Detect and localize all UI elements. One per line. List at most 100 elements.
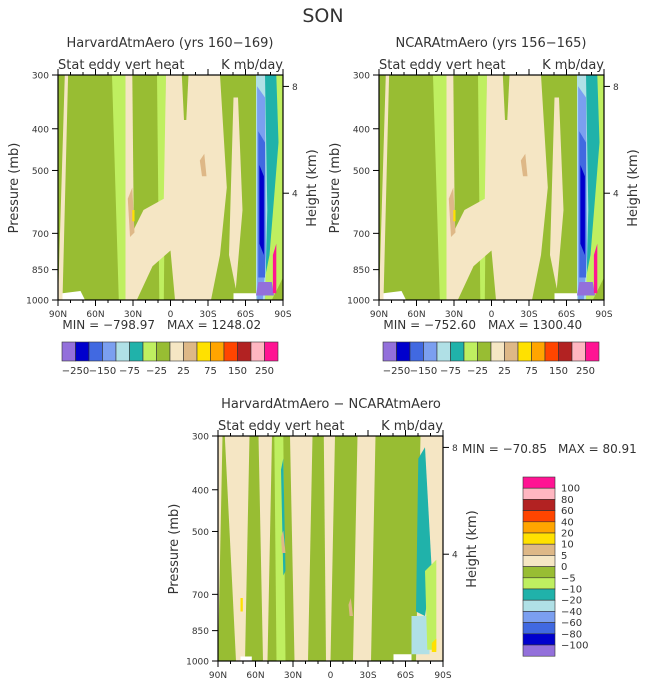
contour-region: [58, 75, 69, 300]
colorbar-swatch: [522, 521, 556, 534]
contour-fills: [218, 436, 443, 661]
x-tick-label: 90S: [595, 310, 612, 320]
panel-left-subtitle: Stat eddy vert heat: [218, 419, 344, 434]
min-label: MIN = −70.85: [462, 442, 547, 456]
panel-title: NCARAtmAero (yrs 156−165): [395, 36, 586, 51]
contour-region: [502, 75, 510, 120]
x-tick-label: 90N: [209, 671, 227, 681]
contour-region: [132, 210, 135, 222]
colorbar-label: 0: [561, 562, 567, 573]
contour-region: [411, 616, 430, 655]
colorbar-label: 150: [549, 366, 568, 377]
contour-region: [453, 210, 456, 222]
colorbar-swatch: [115, 341, 130, 362]
contour-region: [199, 153, 207, 177]
contour-region: [580, 165, 585, 255]
colorbar-swatch: [522, 476, 556, 489]
colorbar-swatch: [544, 341, 559, 362]
x-tick-label: 60N: [86, 310, 104, 320]
colorbar-swatch: [571, 341, 586, 362]
height-tick-label: 8: [292, 83, 298, 93]
y-axis-label: Pressure (mb): [167, 504, 182, 595]
contour-region: [218, 436, 236, 661]
contour-region: [245, 436, 263, 661]
colorbar-swatch: [517, 341, 532, 362]
max-label: MAX = 1248.02: [167, 318, 261, 332]
y-axis-label: Pressure (mb): [328, 143, 343, 234]
colorbar-swatch: [504, 341, 519, 362]
height-tick-label: 4: [613, 190, 619, 200]
colorbar-label: 150: [228, 366, 247, 377]
panel-title: HarvardAtmAero − NCARAtmAero: [221, 397, 441, 412]
colorbar-label: 10: [561, 540, 574, 551]
panel-right-subtitle: K mb/day: [542, 58, 604, 73]
colorbar-label: −20: [561, 596, 582, 607]
y-tick-label: 500: [192, 528, 209, 538]
y-tick-label: 1000: [186, 658, 209, 668]
panel-right-subtitle: K mb/day: [221, 58, 283, 73]
colorbar-label: 250: [576, 366, 595, 377]
contour-region: [425, 559, 437, 650]
colorbar-label: −75: [440, 366, 461, 377]
colorbar-label: −10: [561, 585, 582, 596]
colorbar-swatch: [522, 543, 556, 556]
contour-plot: 90N 60N 30N 0 30S 60S 90S 300 400 500 700 850 1000 8 4: [186, 430, 458, 681]
colorbar-swatch: [409, 341, 424, 362]
y-tick-label: 1000: [347, 297, 370, 307]
colorbar-swatch: [522, 588, 556, 601]
colorbar-label: 40: [561, 517, 574, 528]
contour-region: [379, 75, 390, 300]
colorbar-swatch: [463, 341, 478, 362]
max-label: MAX = 80.91: [558, 442, 637, 456]
x-tick-label: 0: [328, 671, 334, 681]
y-tick-label: 300: [353, 72, 370, 82]
contour-plot: 90N 60N 30N 0 30S 60S 90S 300 400 500 700 850 1000 8 4: [26, 69, 298, 320]
contour-region: [446, 75, 548, 300]
contour-region: [593, 243, 598, 294]
contour-region: [229, 97, 243, 289]
colorbar-swatch: [522, 487, 556, 500]
colorbar-swatch: [75, 341, 90, 362]
colorbar-swatch: [490, 341, 505, 362]
panel-title: HarvardAtmAero (yrs 160−169): [67, 36, 274, 51]
colorbar-swatch: [522, 633, 556, 646]
colorbar-swatch: [382, 341, 397, 362]
colorbar-swatch: [522, 555, 556, 567]
contour-region: [554, 293, 577, 300]
y-tick-label: 300: [32, 72, 49, 82]
contour-region: [448, 187, 456, 237]
x-tick-label: 30S: [520, 310, 537, 320]
x-tick-label: 0: [489, 310, 495, 320]
x-tick-label: 90N: [49, 310, 67, 320]
colorbar-swatch: [522, 566, 556, 579]
x-tick-label: 30S: [359, 671, 376, 681]
contour-region: [62, 291, 85, 300]
colorbar-label: 25: [177, 366, 190, 377]
colorbar-swatch: [522, 644, 556, 657]
contour-region: [127, 187, 135, 237]
colorbar-swatch: [129, 341, 144, 362]
contour-region: [259, 165, 264, 255]
contour-region: [393, 654, 412, 661]
colorbar-swatch: [585, 341, 600, 362]
y-axis-right-label: Height (km): [465, 510, 480, 587]
contour-region: [383, 291, 406, 300]
colorbar-label: −75: [119, 366, 140, 377]
contour-fills: [379, 75, 604, 300]
height-tick-label: 8: [613, 83, 619, 93]
contour-region: [431, 436, 443, 538]
colorbar-swatch: [169, 341, 184, 362]
colorbar-swatch: [531, 341, 546, 362]
colorbar-label: 25: [498, 366, 511, 377]
x-tick-label: 60N: [246, 671, 264, 681]
height-tick-label: 8: [452, 444, 458, 454]
contour-region: [181, 75, 189, 120]
y-tick-label: 850: [353, 266, 370, 276]
y-tick-label: 1000: [26, 297, 49, 307]
x-tick-label: 90N: [370, 310, 388, 320]
colorbar-swatch: [250, 341, 265, 362]
x-tick-label: 30N: [124, 310, 142, 320]
colorbar-swatch: [522, 622, 556, 635]
colorbar-swatch: [210, 341, 225, 362]
x-tick-label: 60S: [397, 671, 414, 681]
